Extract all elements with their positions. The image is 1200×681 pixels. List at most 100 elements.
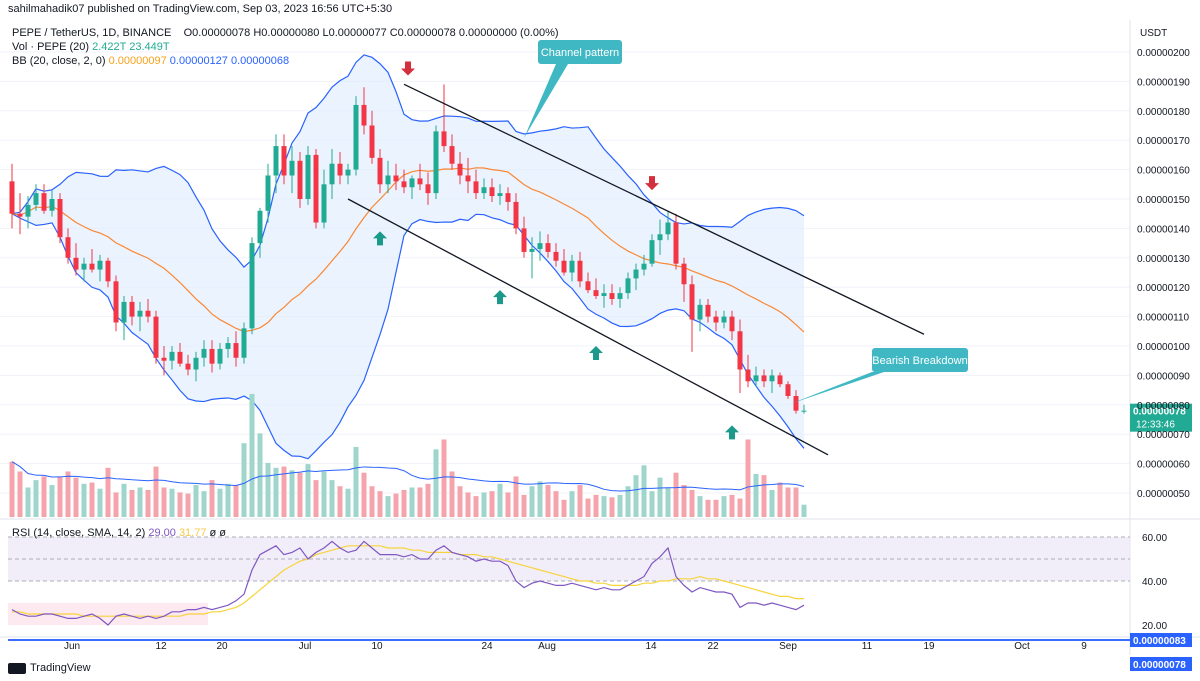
level-price-tag xyxy=(1130,656,1192,671)
candle-body xyxy=(329,163,335,185)
price-axis: 0.000001880.000001470.000001040.00000095… xyxy=(1130,28,1192,671)
volume-bar xyxy=(481,492,487,517)
volume-bar xyxy=(473,496,479,517)
volume-bar xyxy=(737,498,743,517)
channel-pattern-callout-pointer xyxy=(524,64,568,138)
volume-bar xyxy=(41,476,47,517)
volume-bar xyxy=(641,465,647,517)
volume-bar xyxy=(209,480,215,517)
sell-arrow-icon xyxy=(645,176,659,191)
volume-label[interactable]: Vol · PEPE (20) xyxy=(12,41,90,53)
volume-bar xyxy=(233,485,239,517)
volume-bar xyxy=(81,483,87,517)
volume-values: 2.422T 23.449T xyxy=(92,41,170,53)
candle-body xyxy=(553,251,559,261)
bearish-breakdown-callout-text: Bearish Breakdown xyxy=(872,355,967,367)
countdown-label: 12:33:46 xyxy=(1136,420,1175,431)
volume-bar xyxy=(393,493,399,517)
candle-body xyxy=(345,169,351,176)
volume-bar xyxy=(625,486,631,517)
candle-body xyxy=(729,316,735,332)
volume-bar xyxy=(529,486,535,517)
price-tick-label: 0.00000090 xyxy=(1137,371,1190,382)
volume-bar xyxy=(785,487,791,517)
candle-body xyxy=(801,410,807,412)
price-tick-label: 0.00000100 xyxy=(1137,342,1190,353)
time-tick-label: 11 xyxy=(862,641,873,652)
volume-bar xyxy=(769,489,775,517)
candle-body xyxy=(97,260,103,270)
volume-bar xyxy=(673,472,679,517)
volume-bar xyxy=(505,492,511,517)
volume-row: Vol · PEPE (20) 2.422T 23.449T xyxy=(12,40,559,54)
volume-bar xyxy=(313,480,319,517)
candle-body xyxy=(713,316,719,323)
candle-body xyxy=(625,278,631,294)
price-tick-label: 0.00000200 xyxy=(1137,48,1190,59)
level-price-tag xyxy=(1130,632,1192,647)
volume-bar xyxy=(417,487,423,517)
candle-body xyxy=(705,304,711,317)
candle-body xyxy=(313,154,319,223)
candle-body xyxy=(305,154,311,199)
channel-pattern-callout-text: Channel pattern xyxy=(541,47,619,59)
volume-bar xyxy=(441,439,447,517)
candle-body xyxy=(281,146,287,176)
candle-body xyxy=(481,187,487,194)
candle-body xyxy=(121,301,127,323)
candle-body xyxy=(409,178,415,188)
candle-body xyxy=(129,301,135,317)
time-tick-label: Aug xyxy=(538,641,556,652)
volume-bar xyxy=(681,485,687,517)
volume-bar xyxy=(697,496,703,517)
signal-arrows xyxy=(373,61,739,440)
volume-bar xyxy=(169,488,175,517)
bb-row: BB (20, close, 2, 0) 0.00000097 0.000001… xyxy=(12,54,559,68)
time-axis: Jun 12 20 Jul 10 24 Aug 14 22 Sep 11 19 Oct 9 xyxy=(64,641,1087,652)
time-tick-label: Jun xyxy=(64,641,80,652)
buy-arrow-icon xyxy=(725,425,739,440)
candle-body xyxy=(265,175,271,211)
brand-name: TradingView xyxy=(30,662,91,674)
candle-body xyxy=(465,175,471,182)
channel-lower-line xyxy=(347,198,829,456)
candle-body xyxy=(65,237,71,258)
candle-body xyxy=(721,316,727,323)
volume-bar xyxy=(577,485,583,517)
candlesticks xyxy=(9,84,807,414)
volume-bar xyxy=(241,443,247,517)
candle-body xyxy=(249,243,255,329)
volume-bar xyxy=(225,483,231,517)
time-tick-label: 14 xyxy=(645,641,657,652)
candle-body xyxy=(233,343,239,358)
volume-bar xyxy=(665,487,671,517)
volume-bar xyxy=(369,486,375,517)
bb-upper-band xyxy=(11,54,805,268)
volume-bar xyxy=(433,449,439,517)
volume-bar xyxy=(321,471,327,517)
volume-bar xyxy=(113,492,119,517)
candle-body xyxy=(369,125,375,158)
volume-bar xyxy=(9,461,15,517)
volume-bar xyxy=(161,487,167,517)
time-tick-label: 9 xyxy=(1081,641,1087,652)
volume-bar xyxy=(657,477,663,517)
rsi-extra: ø ø xyxy=(209,527,227,539)
price-tick-label: 0.00000050 xyxy=(1137,489,1190,500)
price-tick-label: 0.00000060 xyxy=(1137,460,1190,471)
rsi-label[interactable]: RSI (14, close, SMA, 14, 2) xyxy=(12,527,146,539)
bb-basis-value: 0.00000097 xyxy=(108,55,167,67)
candle-body xyxy=(161,357,167,361)
volume-bar xyxy=(25,487,31,517)
volume-bar xyxy=(593,494,599,517)
symbol-label[interactable]: PEPE / TetherUS, 1D, BINANCE xyxy=(12,27,172,39)
buy-arrow-icon xyxy=(493,290,507,305)
candle-body xyxy=(777,375,783,385)
volume-ma-line xyxy=(11,461,805,492)
volume-bar xyxy=(121,483,127,517)
volume-bar xyxy=(761,475,767,517)
price-tick-label: 0.00000110 xyxy=(1137,313,1190,324)
bb-label[interactable]: BB (20, close, 2, 0) xyxy=(12,55,106,67)
tradingview-logo[interactable]: TradingView xyxy=(8,662,91,674)
